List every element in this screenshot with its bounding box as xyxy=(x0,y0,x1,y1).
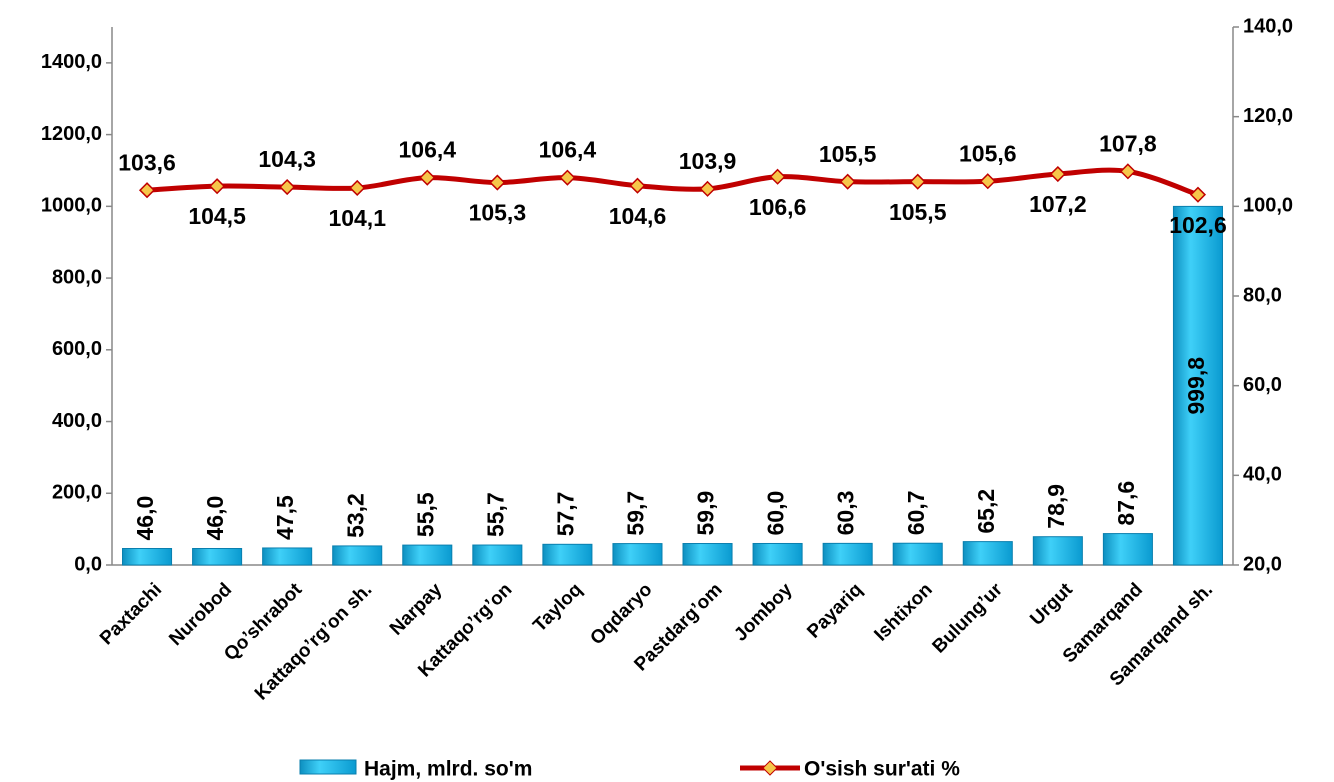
y2-tick-label: 20,0 xyxy=(1243,553,1282,575)
bar-value-label: 60,7 xyxy=(903,490,929,535)
line-marker xyxy=(209,178,226,195)
line-value-label: 104,3 xyxy=(258,146,316,172)
x-tick-label: Kattaqo’rg’on sh. xyxy=(251,579,376,704)
bar-value-label: 57,7 xyxy=(552,492,578,537)
line-value-label: 104,5 xyxy=(188,203,246,229)
line-marker xyxy=(979,173,996,190)
bar-value-label: 60,3 xyxy=(833,491,859,536)
bar-value-label: 999,8 xyxy=(1183,357,1209,415)
bar xyxy=(262,547,313,566)
bar xyxy=(122,548,173,566)
y-tick-label: 800,0 xyxy=(52,266,102,288)
legend-swatch xyxy=(299,759,357,775)
legend-label: Hajm, mlrd. so'm xyxy=(364,758,532,781)
bar xyxy=(682,543,733,566)
bar-value-label: 59,7 xyxy=(623,491,649,536)
line-value-label: 103,6 xyxy=(118,149,176,175)
y-tick-label: 1000,0 xyxy=(41,195,102,217)
line-marker xyxy=(839,173,856,190)
line-value-label: 104,1 xyxy=(328,205,386,231)
bar xyxy=(612,543,663,566)
y2-tick-label: 120,0 xyxy=(1243,105,1293,127)
line-marker xyxy=(279,178,296,196)
x-tick-label: Ishtixon xyxy=(870,579,936,645)
bar xyxy=(1032,536,1083,566)
line-value-label: 105,3 xyxy=(469,200,527,226)
bar xyxy=(1172,205,1223,566)
line-marker xyxy=(349,179,366,197)
line-value-label: 105,5 xyxy=(819,141,877,167)
line-marker xyxy=(909,173,926,190)
x-tick-label: Jomboy xyxy=(730,579,797,646)
x-tick-label: Tayloq xyxy=(529,579,586,636)
bar-value-label: 47,5 xyxy=(272,495,298,540)
bar xyxy=(962,541,1013,566)
bar-value-label: 65,2 xyxy=(973,489,999,534)
line-marker xyxy=(769,168,786,185)
line-marker xyxy=(419,169,436,186)
line-marker xyxy=(138,182,156,199)
bar xyxy=(192,548,243,566)
y-tick-label: 1200,0 xyxy=(41,123,102,145)
y-tick-label: 600,0 xyxy=(52,338,102,360)
bar-value-label: 46,0 xyxy=(132,496,158,541)
bar xyxy=(752,542,803,566)
line-marker xyxy=(629,177,646,194)
y-tick-label: 200,0 xyxy=(52,482,102,504)
line-marker xyxy=(489,174,506,191)
x-tick-label: Paxtachi xyxy=(96,579,166,649)
y2-tick-label: 140,0 xyxy=(1243,15,1293,37)
line-value-label: 106,4 xyxy=(539,137,597,163)
x-tick-label: Payariq xyxy=(803,579,866,642)
bar xyxy=(332,545,383,566)
legend-label: O'sish sur'ati % xyxy=(804,758,960,781)
bar xyxy=(1102,533,1153,566)
line-value-label: 106,6 xyxy=(749,194,807,220)
line-value-label: 104,6 xyxy=(609,203,667,229)
line-value-label: 102,6 xyxy=(1169,212,1227,238)
y-tick-label: 400,0 xyxy=(52,410,102,432)
y-tick-label: 1400,0 xyxy=(41,51,102,73)
line-marker xyxy=(1189,186,1207,203)
bar xyxy=(822,542,873,566)
y-tick-label: 0,0 xyxy=(74,553,102,575)
x-tick-label: Urgut xyxy=(1026,579,1077,630)
line-marker xyxy=(559,169,576,186)
x-tick-label: Bulung’ur xyxy=(929,579,1008,658)
legend-marker xyxy=(762,760,778,776)
y2-tick-label: 40,0 xyxy=(1243,464,1282,486)
bar xyxy=(402,544,453,566)
y2-tick-label: 60,0 xyxy=(1243,374,1282,396)
line-value-label: 107,8 xyxy=(1099,130,1157,156)
y2-tick-label: 100,0 xyxy=(1243,195,1293,217)
line xyxy=(146,167,1199,198)
bar xyxy=(542,543,593,566)
x-tick-label: Nurobod xyxy=(165,579,236,650)
line-value-label: 107,2 xyxy=(1029,191,1087,217)
bar-value-label: 55,5 xyxy=(412,492,438,537)
bar-value-label: 60,0 xyxy=(763,491,789,536)
x-tick-label: Oqdaryo xyxy=(586,579,656,649)
line-value-label: 105,6 xyxy=(959,140,1017,166)
bar-value-label: 53,2 xyxy=(342,493,368,538)
y2-tick-label: 80,0 xyxy=(1243,284,1282,306)
bar-value-label: 78,9 xyxy=(1043,484,1069,529)
bar xyxy=(472,544,523,566)
line-marker xyxy=(699,180,716,197)
line-marker xyxy=(1049,165,1066,183)
bar-value-label: 55,7 xyxy=(482,492,508,537)
line-value-label: 105,5 xyxy=(889,199,947,225)
bar-value-label: 46,0 xyxy=(202,496,228,541)
line-value-label: 106,4 xyxy=(399,137,457,163)
line-value-label: 103,9 xyxy=(679,148,737,174)
x-tick-label: Narpay xyxy=(386,579,447,640)
bar xyxy=(892,542,943,566)
line-marker xyxy=(1119,163,1136,180)
bar-value-label: 59,9 xyxy=(693,491,719,536)
bar-value-label: 87,6 xyxy=(1113,481,1139,526)
